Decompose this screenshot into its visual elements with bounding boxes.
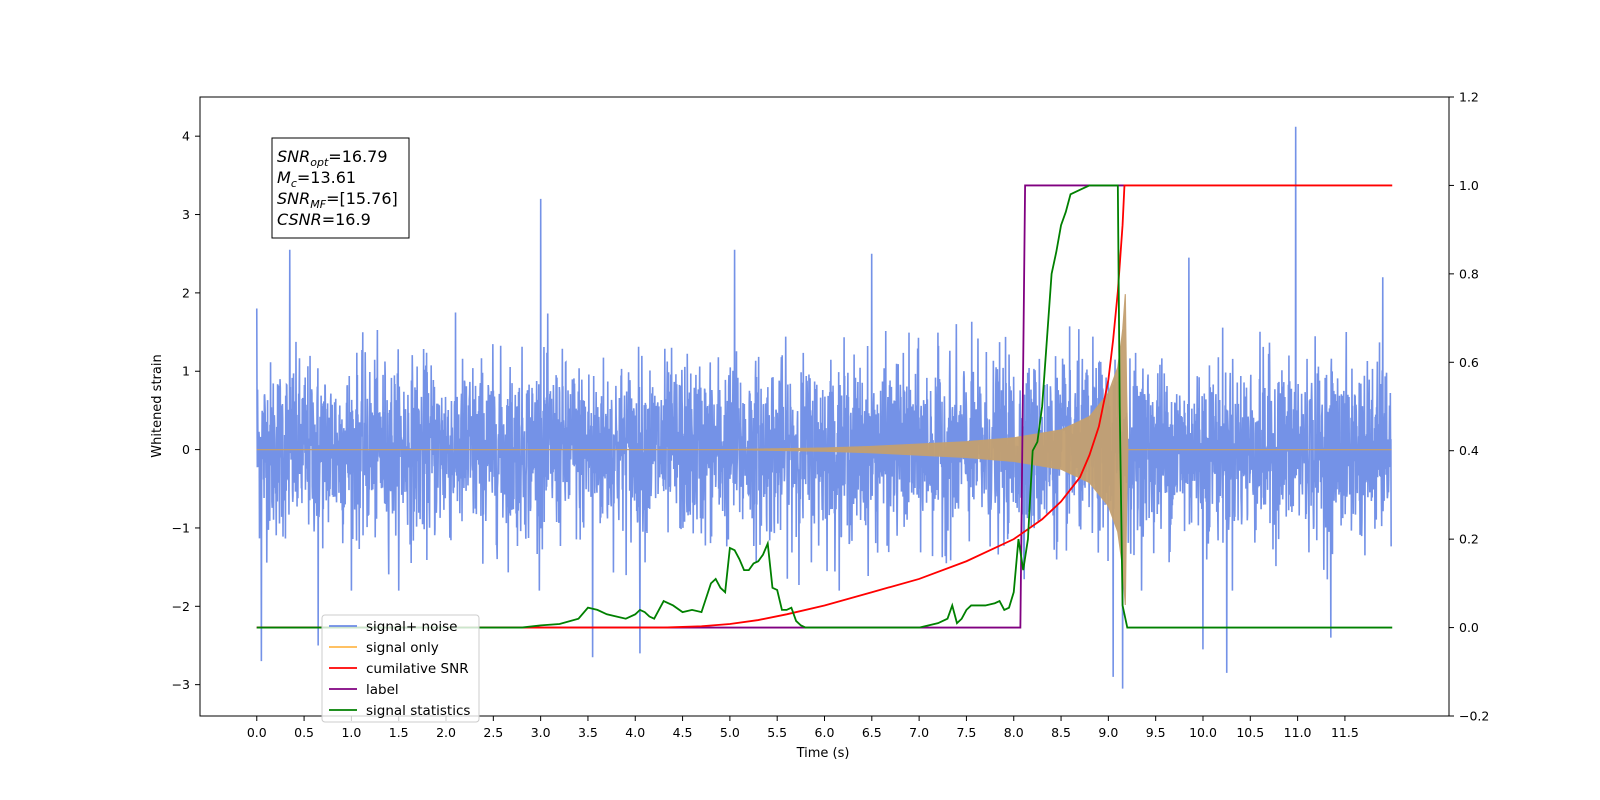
x-tick-label: 7.5 <box>956 725 976 740</box>
y-tick-label: 3 <box>182 207 190 222</box>
y2-tick-label: 0.6 <box>1459 355 1479 370</box>
legend-label: signal+ noise <box>366 619 457 635</box>
y2-tick-label: −0.2 <box>1459 709 1489 724</box>
y2-tick-label: 1.2 <box>1459 90 1479 105</box>
y-tick-label: −3 <box>172 677 190 692</box>
info-box-frame <box>271 137 410 239</box>
x-tick-label: 5.0 <box>720 725 740 740</box>
x-tick-label: 3.5 <box>578 725 598 740</box>
info-line: CSNR=16.9 <box>277 210 371 229</box>
x-tick-label: 6.0 <box>815 725 835 740</box>
legend-label: cumilative SNR <box>366 661 469 677</box>
x-tick-label: 10.5 <box>1236 725 1264 740</box>
x-tick-label: 2.0 <box>436 725 456 740</box>
legend-label: signal statistics <box>366 703 470 719</box>
x-tick-label: 8.5 <box>1051 725 1071 740</box>
x-tick-label: 10.0 <box>1189 725 1217 740</box>
x-tick-label: 5.5 <box>767 725 787 740</box>
x-tick-label: 0.0 <box>247 725 267 740</box>
y-axis-left: −3 −2 −1 0 1 2 3 4 <box>172 129 200 692</box>
y-tick-label: 1 <box>182 364 190 379</box>
x-tick-label: 3.0 <box>531 725 551 740</box>
y2-tick-label: 0.0 <box>1459 620 1479 635</box>
legend-frame <box>321 614 480 723</box>
x-tick-label: 8.0 <box>1004 725 1024 740</box>
x-tick-label: 9.5 <box>1146 725 1166 740</box>
info-line: SNRopt=16.79 <box>277 147 388 169</box>
y-axis-right: −0.2 0.0 0.2 0.4 0.6 0.8 1.0 1.2 <box>1449 90 1489 724</box>
x-tick-label: 6.5 <box>862 725 882 740</box>
y2-tick-label: 1.0 <box>1459 178 1479 193</box>
x-axis: 0.0 0.5 1.0 1.5 2.0 2.5 3.0 3.5 4.0 4.5 5.0 5.5 6.0 6… <box>247 716 1359 740</box>
x-tick-label: 4.5 <box>673 725 693 740</box>
info-line: SNRMF=[15.76] <box>277 189 398 211</box>
x-tick-label: 1.5 <box>389 725 409 740</box>
x-tick-label: 4.0 <box>625 725 645 740</box>
info-line: Mc=13.61 <box>277 168 356 190</box>
x-tick-label: 0.5 <box>294 725 314 740</box>
x-tick-label: 11.5 <box>1331 725 1359 740</box>
y-tick-label: 0 <box>182 442 190 457</box>
info-box: SNRopt=16.79Mc=13.61SNRMF=[15.76]CSNR=16… <box>271 137 410 239</box>
series-signal-statistics <box>256 184 1393 629</box>
y-tick-label: −2 <box>172 599 190 614</box>
y2-tick-label: 0.8 <box>1459 266 1479 281</box>
x-axis-label: Time (s) <box>796 746 850 761</box>
series-signal-noise <box>255 126 1392 689</box>
y-tick-label: −1 <box>172 520 190 535</box>
legend: signal+ noise signal only cumilative SNR la… <box>321 614 480 723</box>
x-tick-label: 9.0 <box>1098 725 1118 740</box>
y2-tick-label: 0.4 <box>1459 443 1479 458</box>
y-tick-label: 4 <box>182 129 190 144</box>
legend-label: label <box>366 682 399 698</box>
y-axis-label: Whitened strain <box>150 354 165 457</box>
legend-label: signal only <box>366 640 439 656</box>
x-tick-label: 2.5 <box>483 725 503 740</box>
series-signal-only <box>256 294 1392 606</box>
x-tick-label: 1.0 <box>341 725 361 740</box>
x-tick-label: 7.0 <box>909 725 929 740</box>
x-tick-label: 11.0 <box>1284 725 1312 740</box>
plot-area <box>255 126 1393 689</box>
y-tick-label: 2 <box>182 285 190 300</box>
y2-tick-label: 0.2 <box>1459 532 1479 547</box>
